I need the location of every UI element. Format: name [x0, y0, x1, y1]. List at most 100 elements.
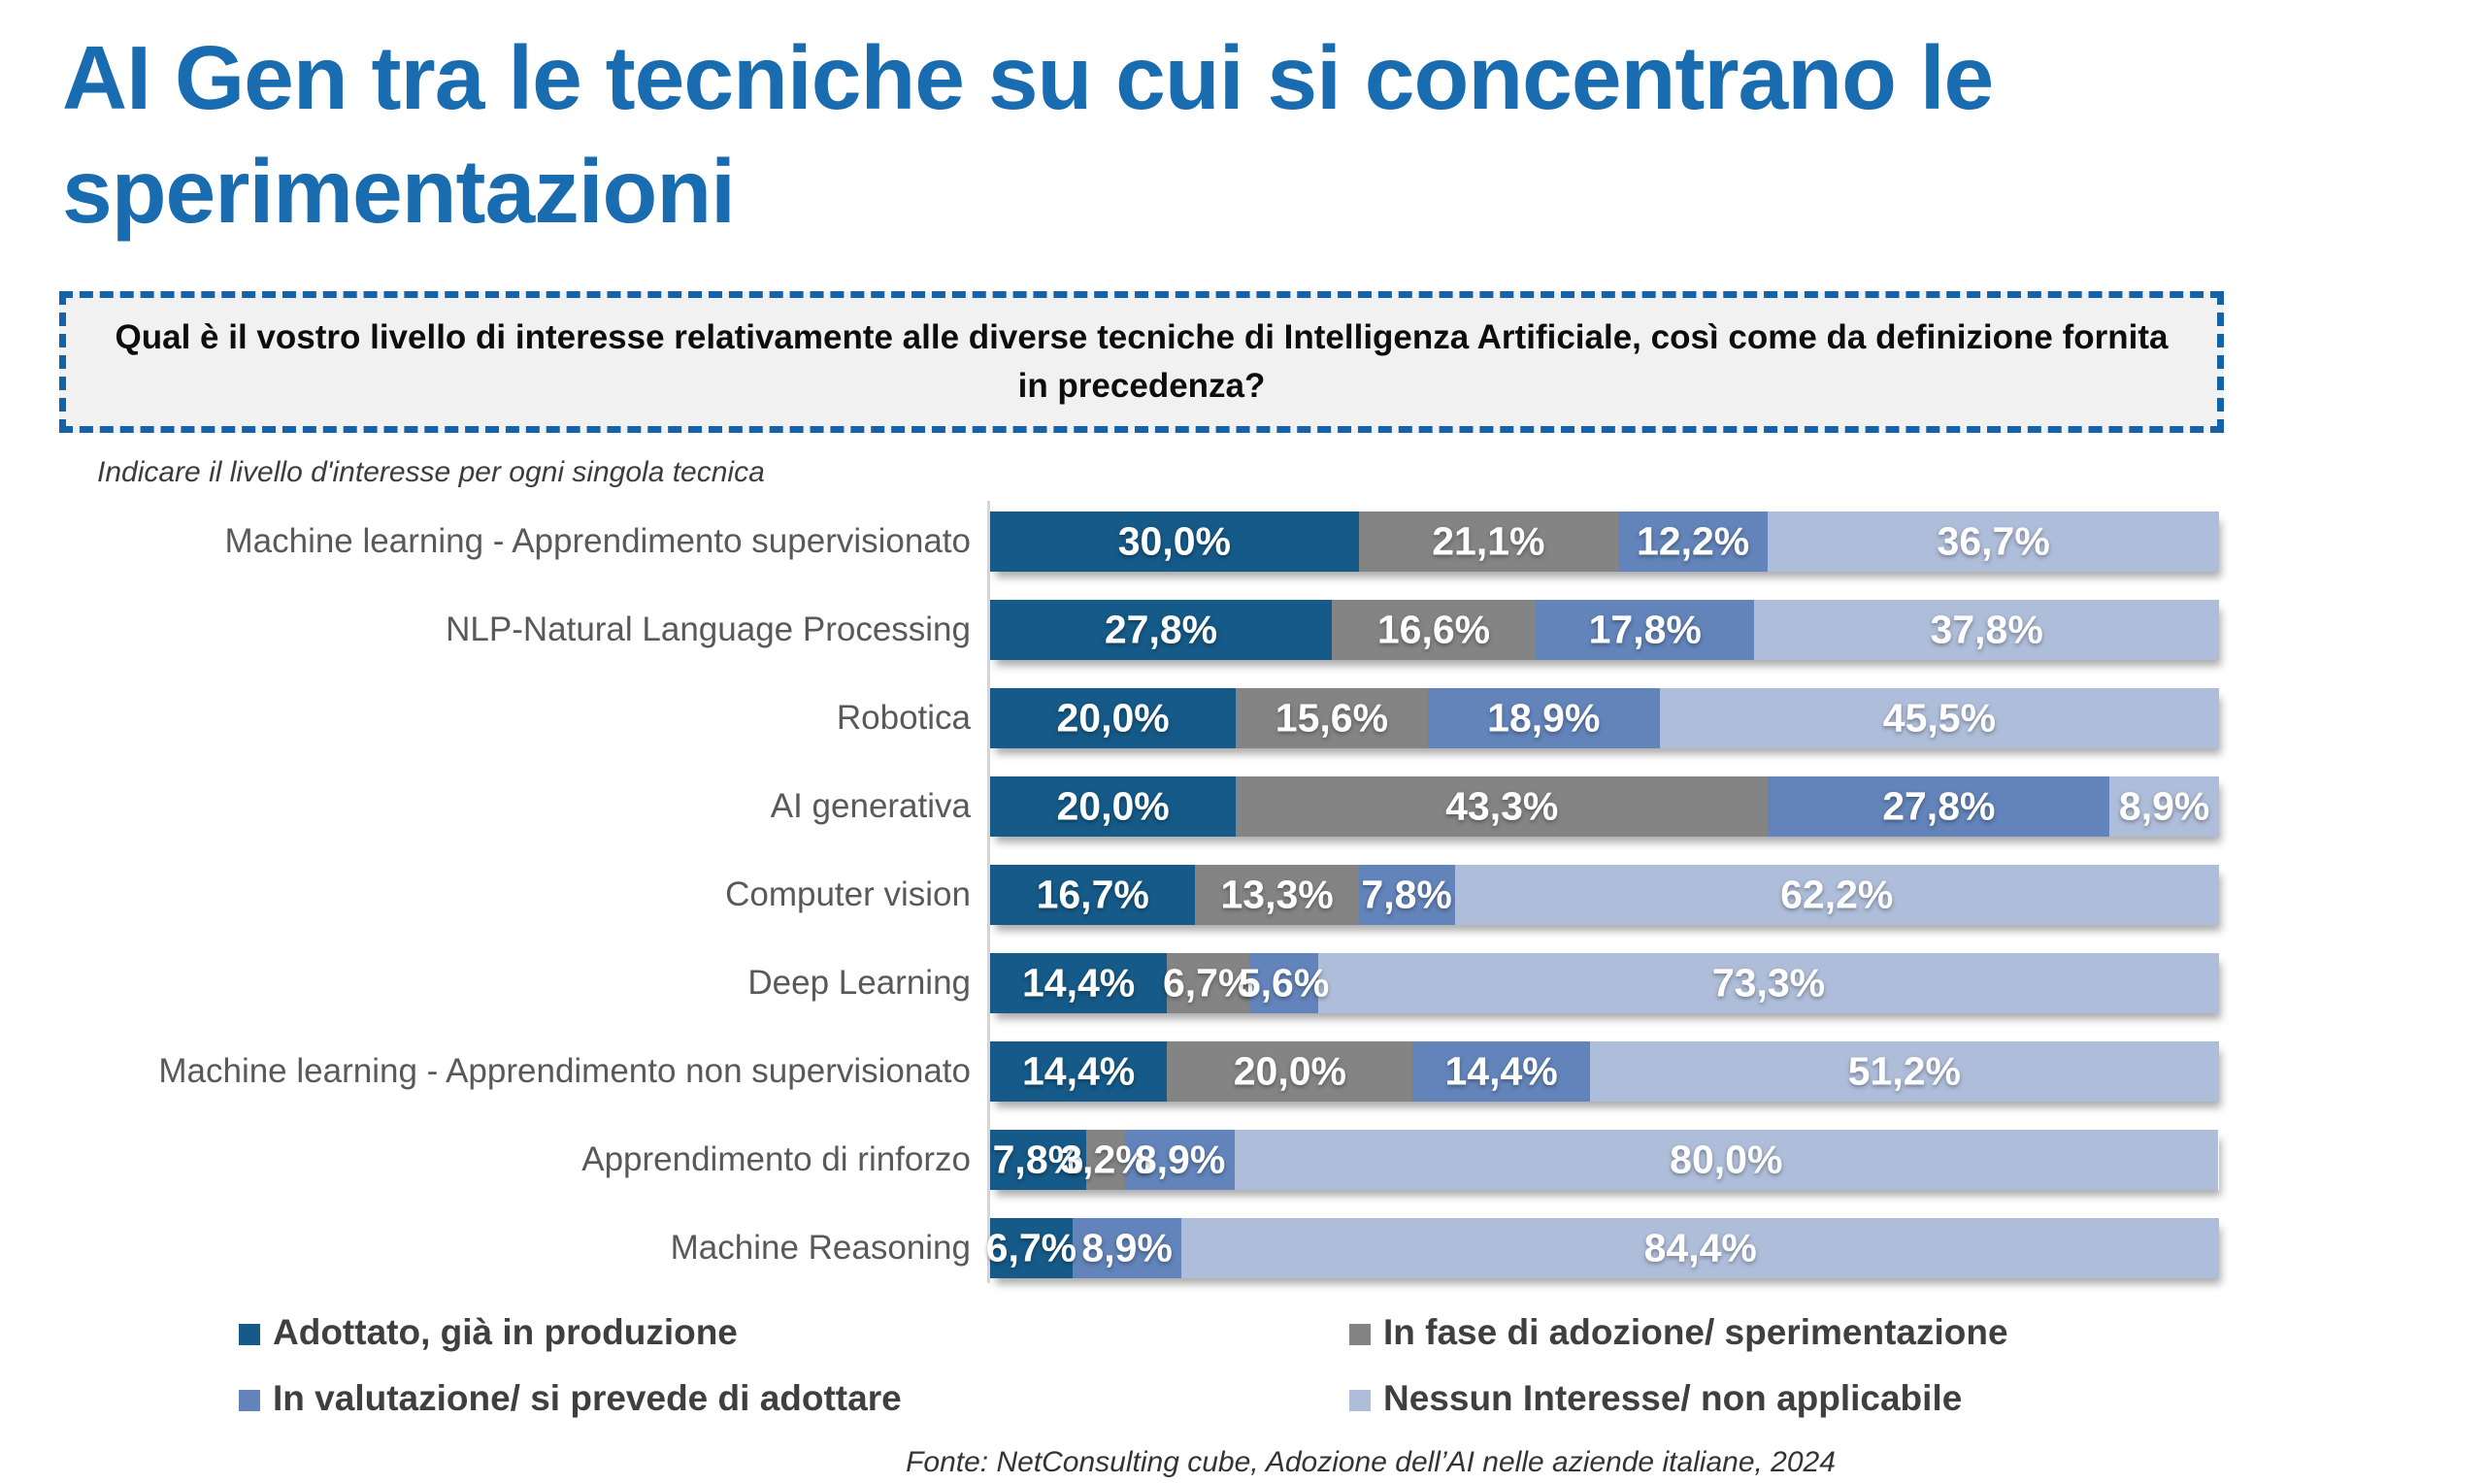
bar-stack: 30,0% 21,1% 12,2% 36,7%: [990, 511, 2219, 572]
bar-value-label: 8,9%: [1134, 1137, 1226, 1182]
bar-segment-series-4: 45,5%: [1659, 688, 2219, 748]
bar-segment-series-4: 51,2%: [1589, 1041, 2219, 1102]
bar-segment-series-1: 30,0%: [990, 511, 1359, 572]
bar-value-label: 80,0%: [1670, 1137, 1783, 1182]
bar-value-label: 14,4%: [1444, 1048, 1558, 1094]
chart-instruction: Indicare il livello d'interesse per ogni…: [97, 456, 765, 488]
bar-segment-series-3: 8,9%: [1125, 1130, 1235, 1190]
bar-stack: 14,4% 6,7% 5,6% 73,3%: [990, 953, 2219, 1013]
bar-value-label: 45,5%: [1882, 695, 1997, 741]
bar-value-label: 43,3%: [1445, 783, 1559, 829]
bar-value-label: 14,4%: [1022, 960, 1136, 1006]
question-box: Qual è il vostro livello di interesse re…: [59, 291, 2224, 433]
bar-segment-series-2: 43,3%: [1236, 776, 1769, 837]
bar-value-label: 51,2%: [1847, 1048, 1962, 1094]
bar-value-label: 16,6%: [1376, 607, 1491, 652]
bar-value-label: 15,6%: [1275, 695, 1389, 741]
bar-segment-series-2: 3,2%: [1060, 1130, 1151, 1190]
bar-segment-series-4: 37,8%: [1754, 600, 2219, 660]
legend-swatch-icon: [1349, 1389, 1371, 1411]
bar-segment-series-3: 14,4%: [1412, 1041, 1590, 1102]
bar-stack: 20,0% 15,6% 18,9% 45,5%: [990, 688, 2219, 748]
bar-value-label: 27,8%: [1104, 607, 1218, 652]
bar-segment-series-1: 20,0%: [990, 688, 1237, 748]
bar-value-label: 13,3%: [1220, 872, 1334, 917]
bar-segment-series-3: 27,8%: [1768, 776, 2110, 837]
bar-segment-series-1: 7,8%: [990, 1130, 1086, 1190]
bar-value-label: 12,2%: [1637, 518, 1750, 564]
bar-stack: 14,4% 20,0% 14,4% 51,2%: [990, 1041, 2219, 1102]
category-label: Deep Learning: [747, 964, 971, 1002]
category-label: Computer vision: [725, 875, 971, 913]
legend-item-2: In fase di adozione/ sperimentazione: [1349, 1312, 2238, 1353]
bar-segment-series-1: 14,4%: [990, 1041, 1168, 1102]
bar-value-label: 8,9%: [1081, 1225, 1173, 1270]
bar-segment-series-2: 6,7%: [1163, 953, 1253, 1013]
bar-segment-series-2: 21,1%: [1358, 511, 1618, 572]
legend-swatch-icon: [1349, 1323, 1371, 1345]
bar-segment-series-1: 20,0%: [990, 776, 1237, 837]
legend-label: Adottato, già in produzione: [273, 1312, 738, 1352]
bar-value-label: 62,2%: [1780, 872, 1894, 917]
bar-value-label: 18,9%: [1487, 695, 1601, 741]
bar-value-label: 84,4%: [1643, 1225, 1757, 1270]
bar-value-label: 21,1%: [1432, 518, 1545, 564]
chart-row: Apprendimento di rinforzo 7,8% 3,2% 8,9% 80,…: [0, 1130, 2485, 1190]
legend-item-3: In valutazione/ si prevede di adottare: [239, 1378, 1349, 1419]
bar-segment-series-1: 6,7%: [986, 1218, 1077, 1278]
bar-value-label: 14,4%: [1022, 1048, 1136, 1094]
legend-label: In valutazione/ si prevede di adottare: [273, 1378, 902, 1418]
bar-segment-series-2: 15,6%: [1236, 688, 1428, 748]
chart-row: AI generativa 20,0% 43,3% 27,8% 8,9%: [0, 776, 2485, 837]
bar-segment-series-4: 80,0%: [1234, 1130, 2218, 1190]
bar-segment-series-3: 5,6%: [1239, 953, 1329, 1013]
legend-item-1: Adottato, già in produzione: [239, 1312, 1349, 1353]
category-label: NLP-Natural Language Processing: [446, 610, 971, 648]
source-note: Fonte: NetConsulting cube, Adozione dell…: [906, 1446, 1836, 1478]
legend-item-4: Nessun Interesse/ non applicabile: [1349, 1378, 2238, 1419]
bar-segment-series-2: 20,0%: [1167, 1041, 1413, 1102]
category-label: AI generativa: [770, 787, 971, 825]
question-text: Qual è il vostro livello di interesse re…: [115, 318, 2169, 405]
bar-value-label: 20,0%: [1056, 783, 1170, 829]
bar-segment-series-4: 36,7%: [1768, 511, 2219, 572]
chart-row: Robotica 20,0% 15,6% 18,9% 45,5%: [0, 688, 2485, 748]
bar-segment-series-3: 17,8%: [1536, 600, 1755, 660]
bar-segment-series-3: 18,9%: [1427, 688, 1660, 748]
category-label: Machine Reasoning: [670, 1229, 971, 1267]
bar-segment-series-1: 27,8%: [990, 600, 1332, 660]
page-title: AI Gen tra le tecniche su cui si concent…: [62, 27, 1994, 243]
chart-row: Machine learning - Apprendimento supervi…: [0, 511, 2485, 572]
bar-segment-series-4: 84,4%: [1181, 1218, 2219, 1278]
bar-value-label: 20,0%: [1233, 1048, 1347, 1094]
category-label: Apprendimento di rinforzo: [581, 1140, 971, 1178]
chart-row: NLP-Natural Language Processing 27,8% 16,6…: [0, 600, 2485, 660]
legend-swatch-icon: [239, 1323, 260, 1345]
bar-value-label: 73,3%: [1711, 960, 1826, 1006]
bar-segment-series-3: 12,2%: [1617, 511, 1769, 572]
axis-line: [987, 501, 990, 1283]
bar-value-label: 17,8%: [1588, 607, 1702, 652]
chart-row: Deep Learning 14,4% 6,7% 5,6% 73,3%: [0, 953, 2485, 1013]
bar-segment-series-1: 14,4%: [990, 953, 1168, 1013]
legend-label: Nessun Interesse/ non applicabile: [1383, 1378, 1963, 1418]
stacked-bar-chart: Machine learning - Apprendimento supervi…: [0, 501, 2485, 1283]
bar-value-label: 6,7%: [985, 1225, 1077, 1270]
bar-stack: 7,8% 3,2% 8,9% 80,0%: [990, 1130, 2219, 1190]
category-label: Machine learning - Apprendimento supervi…: [224, 522, 971, 560]
bar-segment-series-4: 73,3%: [1318, 953, 2219, 1013]
chart-row: Machine learning - Apprendimento non sup…: [0, 1041, 2485, 1102]
bar-value-label: 16,7%: [1036, 872, 1149, 917]
bar-value-label: 37,8%: [1930, 607, 2043, 652]
legend-swatch-icon: [239, 1389, 260, 1411]
bar-segment-series-3: 7,8%: [1358, 865, 1455, 925]
bar-value-label: 5,6%: [1238, 960, 1330, 1006]
bar-segment-series-2: 13,3%: [1195, 865, 1359, 925]
bar-stack: 20,0% 43,3% 27,8% 8,9%: [990, 776, 2219, 837]
bar-value-label: 8,9%: [2118, 783, 2210, 829]
bar-value-label: 3,2%: [1060, 1137, 1151, 1182]
bar-value-label: 20,0%: [1056, 695, 1170, 741]
chart-legend: Adottato, già in produzione In fase di ad…: [239, 1312, 2238, 1419]
bar-stack: 27,8% 16,6% 17,8% 37,8%: [990, 600, 2219, 660]
